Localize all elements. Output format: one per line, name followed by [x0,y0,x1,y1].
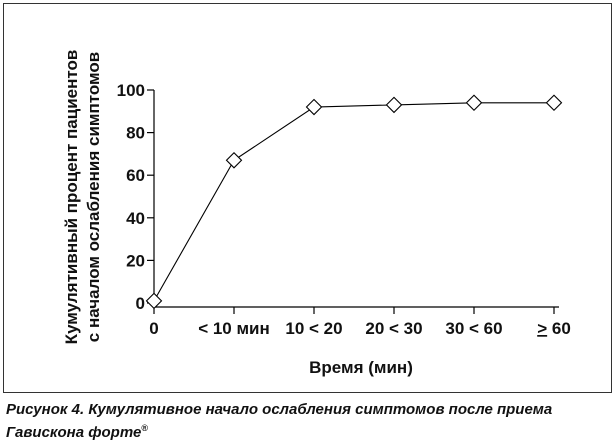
y-tick-label: 60 [126,166,145,185]
figure-caption: Рисунок 4. Кумулятивное начало ослаблени… [6,400,606,442]
x-tick-label: < 10 мин [198,319,270,338]
x-axis: 0 < 10 мин 10 < 20 20 < 30 30 < 60 > 60 [149,306,571,338]
y-tick-label: 20 [126,251,145,270]
y-tick-label: 0 [136,294,145,313]
y-tick-label: 100 [117,81,145,100]
series-polyline [153,102,554,302]
x-tick-label: 0 [149,319,158,338]
caption-text: Рисунок 4. Кумулятивное начало ослаблени… [6,401,553,441]
data-point [305,98,323,116]
x-tick-label: 20 < 30 [365,319,422,338]
x-tick-label: 10 < 20 [285,319,342,338]
y-axis: 0 20 40 60 80 100 [117,81,155,313]
x-tick-label: > 60 [537,319,571,338]
figure-frame: 0 20 40 60 80 100 0 < 10 мин 10 < 20 20 < 30 30 <… [3,3,612,393]
data-point [225,152,243,169]
data-point [465,94,483,112]
data-point [545,94,563,112]
data-point [145,292,163,310]
y-tick-label: 80 [126,124,145,143]
y-tick-label: 40 [126,209,145,228]
series-line [145,94,563,310]
registered-mark: ® [141,423,148,433]
y-axis-title-line2: с началом ослабления симптомов [84,52,103,342]
data-point [385,96,403,114]
x-axis-title: Время (мин) [309,358,413,377]
x-tick-label: 30 < 60 [445,319,502,338]
y-axis-title-line1: Кумулятивный процент пациентов [62,50,81,345]
cumulative-onset-chart: 0 20 40 60 80 100 0 < 10 мин 10 < 20 20 < 30 30 <… [62,50,571,377]
